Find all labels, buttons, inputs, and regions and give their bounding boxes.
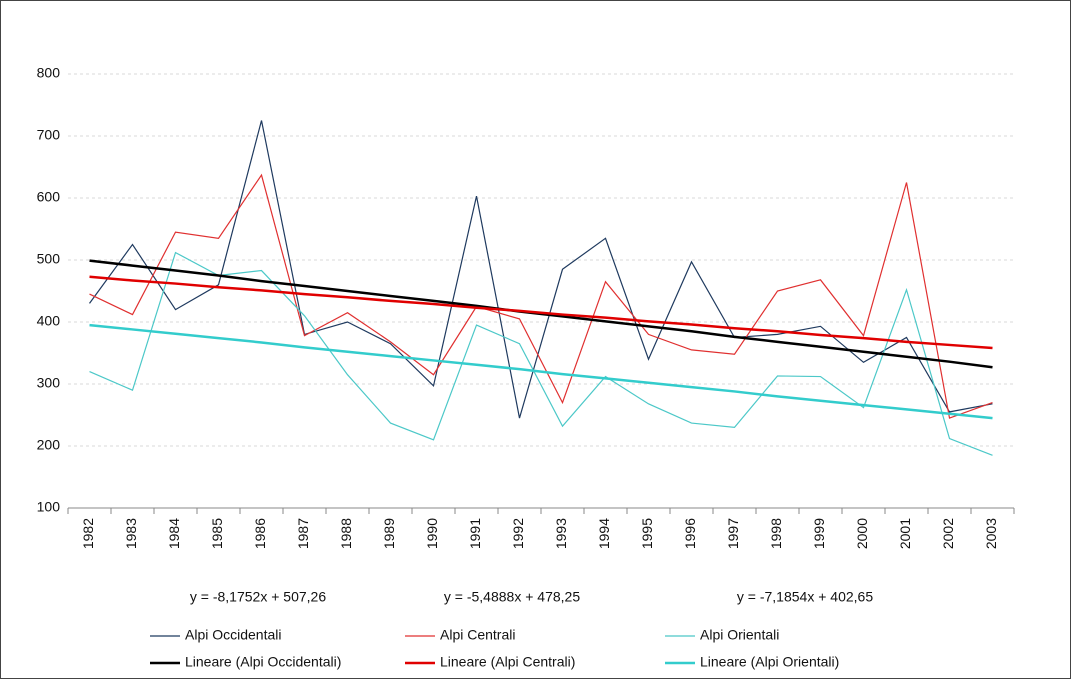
legend-label: Lineare (Alpi Centrali)	[440, 654, 575, 670]
series-line	[89, 120, 993, 419]
y-tick-label: 600	[37, 189, 61, 205]
x-tick-label: 1999	[811, 518, 827, 549]
y-tick-label: 800	[37, 65, 61, 81]
x-tick-label: 1989	[381, 518, 397, 549]
legend-label: Lineare (Alpi Occidentali)	[185, 654, 341, 670]
trend-equation: y = -7,1854x + 402,65	[737, 589, 873, 605]
y-tick-label: 400	[37, 313, 61, 329]
x-tick-label: 1986	[252, 518, 268, 549]
y-tick-label: 200	[37, 437, 61, 453]
legend-label: Alpi Orientali	[700, 627, 779, 643]
x-tick-label: 1988	[338, 518, 354, 549]
x-tick-label: 2000	[854, 518, 870, 549]
series-line	[89, 275, 993, 350]
x-tick-label: 1992	[510, 518, 526, 549]
x-tick-label: 1994	[596, 518, 612, 549]
x-tick-label: 1983	[123, 518, 139, 549]
legend-label: Alpi Occidentali	[185, 627, 282, 643]
x-tick-label: 2001	[897, 518, 913, 549]
y-tick-label: 100	[37, 499, 61, 515]
x-tick-label: 2002	[940, 518, 956, 549]
x-tick-label: 1985	[209, 518, 225, 549]
series-line	[89, 173, 993, 419]
x-tick-label: 1993	[553, 518, 569, 549]
legend-label: Alpi Centrali	[440, 627, 515, 643]
x-tick-label: 1996	[682, 518, 698, 549]
x-tick-label: 1990	[424, 518, 440, 549]
trend-equation: y = -8,1752x + 507,26	[190, 589, 326, 605]
legend-label: Lineare (Alpi Orientali)	[700, 654, 839, 670]
x-tick-label: 1982	[80, 518, 96, 549]
series-line	[89, 251, 993, 456]
y-tick-label: 500	[37, 251, 61, 267]
series-line	[89, 323, 993, 420]
x-tick-label: 1984	[166, 518, 182, 549]
y-tick-label: 300	[37, 375, 61, 391]
y-tick-label: 700	[37, 127, 61, 143]
trend-equation: y = -5,4888x + 478,25	[444, 589, 580, 605]
x-tick-label: 1995	[639, 518, 655, 549]
x-tick-label: 2003	[983, 518, 999, 549]
x-tick-label: 1998	[768, 518, 784, 549]
x-tick-label: 1987	[295, 518, 311, 549]
x-tick-label: 1991	[467, 518, 483, 549]
x-tick-label: 1997	[725, 518, 741, 549]
